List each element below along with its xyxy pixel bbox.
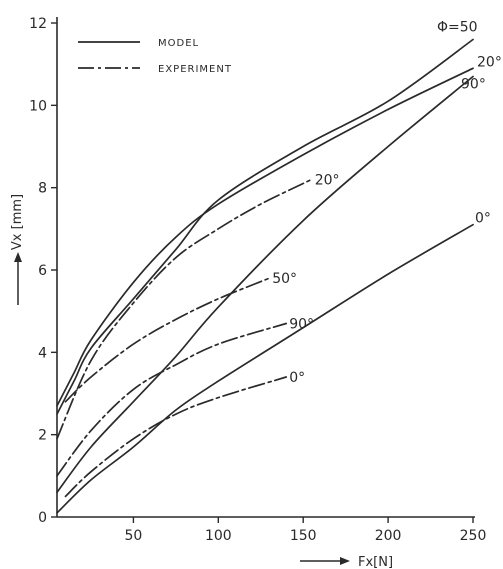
experiment-curve-5 (64, 277, 271, 403)
legend-label: MODEL (158, 38, 199, 49)
x-axis-arrowhead (340, 557, 350, 565)
x-tick-label: 100 (205, 528, 232, 544)
y-axis-title: Vx [mm] (10, 194, 25, 250)
y-tick-label: 2 (38, 428, 47, 444)
model-curve-3 (56, 223, 474, 514)
x-tick-label: 50 (124, 528, 142, 544)
curve-label-5: 50° (272, 271, 297, 287)
axis-titles: Vx [mm] Fx[N] (10, 194, 393, 569)
x-tick-label: 200 (375, 528, 402, 544)
y-tick-label: 6 (38, 263, 47, 279)
experiment-curve-6 (56, 322, 288, 477)
y-axis-arrowhead (14, 252, 22, 262)
y-tick-label: 10 (29, 98, 47, 114)
model-curve-2 (56, 75, 474, 494)
series-layer (56, 38, 474, 514)
legend: MODEL EXPERIMENT (78, 38, 232, 75)
axes (56, 17, 475, 518)
y-tick-label: 12 (29, 16, 47, 32)
curve-label-1: 20° (477, 54, 502, 70)
curve-label-0: Φ=50 (437, 19, 478, 35)
curve-labels: Φ=50 20° 90° 0° 20° 50° 90° 0° (272, 19, 502, 386)
ticks: 0 2 4 6 8 10 12 50 100 150 200 250 (29, 16, 486, 544)
y-tick-label: 4 (38, 345, 47, 361)
y-tick-label: 0 (38, 510, 47, 526)
model-curve-1 (56, 67, 474, 407)
curve-label-2: 90° (461, 77, 486, 93)
x-tick-label: 250 (460, 528, 487, 544)
curve-label-4: 20° (315, 172, 340, 188)
y-tick-label: 8 (38, 181, 47, 197)
x-axis-title: Fx[N] (358, 555, 393, 569)
x-tick-label: 150 (290, 528, 317, 544)
curve-label-6: 90° (289, 317, 314, 333)
model-curve-0 (56, 38, 474, 415)
legend-label: EXPERIMENT (158, 64, 232, 75)
experiment-curve-7 (64, 376, 288, 498)
experiment-curve-4 (56, 178, 313, 440)
curve-label-7: 0° (289, 370, 305, 386)
curve-label-3: 0° (475, 211, 491, 227)
